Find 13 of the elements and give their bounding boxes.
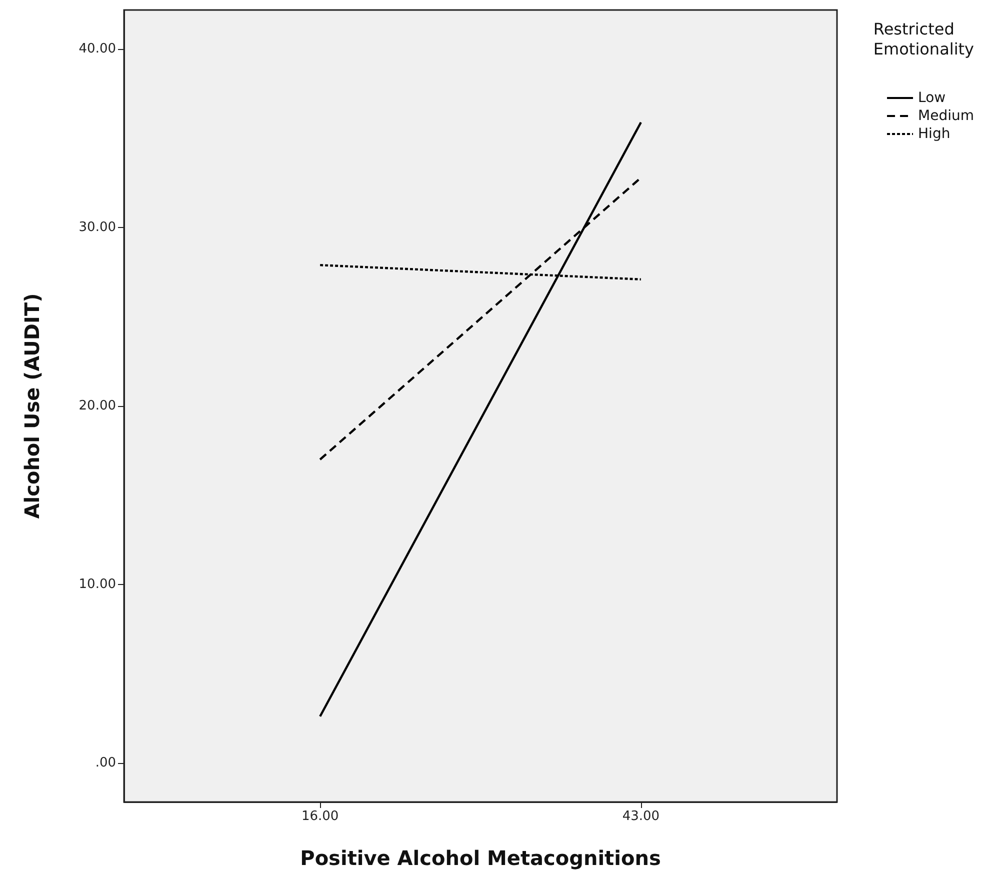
legend-label: High bbox=[918, 126, 950, 142]
y-axis-title: Alcohol Use (AUDIT) bbox=[20, 293, 44, 519]
legend-label: Medium bbox=[918, 108, 974, 124]
legend-title: Restricted Emotionality bbox=[873, 20, 974, 58]
x-axis-title: Positive Alcohol Metacognitions bbox=[300, 846, 661, 870]
y-tick-label: 30.00 bbox=[78, 220, 116, 236]
legend-label: Low bbox=[918, 90, 946, 106]
y-tick-label: .00 bbox=[95, 755, 116, 770]
y-tick-label: 20.00 bbox=[78, 398, 116, 414]
x-tick-label: 43.00 bbox=[622, 809, 660, 824]
y-tick-label: 40.00 bbox=[78, 42, 116, 57]
y-tick-label: 10.00 bbox=[78, 576, 116, 592]
x-tick-label: 16.00 bbox=[301, 809, 339, 824]
